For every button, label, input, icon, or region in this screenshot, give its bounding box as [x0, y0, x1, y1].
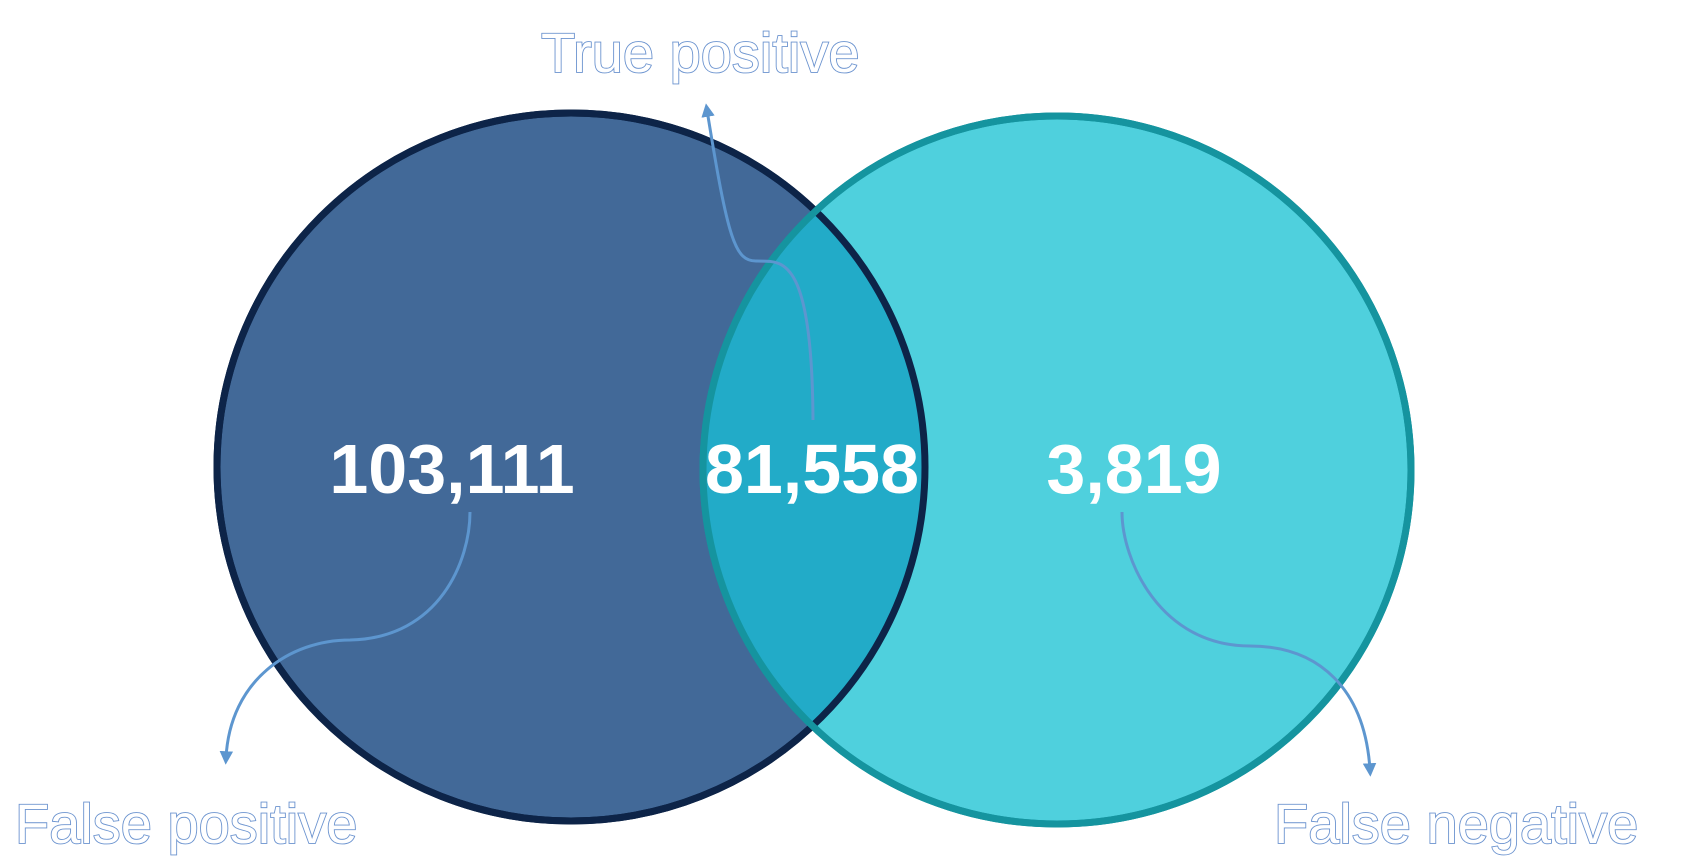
right-set-outline [699, 112, 1415, 828]
right-set-count: 3,819 [1046, 430, 1221, 508]
true-positive-connector [701, 103, 815, 421]
intersection-count: 81,558 [705, 430, 919, 508]
true-positive-label: True positive [541, 21, 860, 84]
false-positive-label: False positive [15, 792, 357, 855]
false-positive-connector [219, 511, 472, 765]
false-negative-label: False negative [1274, 792, 1638, 855]
false-negative-connector [1120, 511, 1377, 777]
left-set-count: 103,111 [329, 430, 574, 508]
left-set-outline [213, 109, 929, 825]
